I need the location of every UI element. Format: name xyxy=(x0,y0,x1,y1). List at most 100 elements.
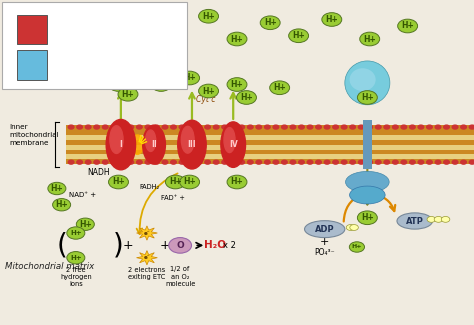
Circle shape xyxy=(111,160,117,164)
Text: H+: H+ xyxy=(169,25,182,34)
Text: +: + xyxy=(320,237,329,247)
Text: H+: H+ xyxy=(240,93,253,102)
Circle shape xyxy=(444,125,449,129)
Circle shape xyxy=(375,160,381,164)
Circle shape xyxy=(145,125,151,129)
Circle shape xyxy=(53,199,71,211)
Ellipse shape xyxy=(345,61,390,105)
Circle shape xyxy=(111,125,117,129)
Circle shape xyxy=(444,160,449,164)
Text: ): ) xyxy=(113,231,124,259)
Text: H+: H+ xyxy=(79,220,91,229)
Circle shape xyxy=(165,175,185,189)
Circle shape xyxy=(213,160,219,164)
Circle shape xyxy=(179,160,185,164)
Circle shape xyxy=(237,91,256,104)
Circle shape xyxy=(154,125,159,129)
Circle shape xyxy=(85,160,91,164)
Circle shape xyxy=(441,216,450,222)
Circle shape xyxy=(67,227,85,239)
Circle shape xyxy=(247,125,253,129)
Circle shape xyxy=(171,125,176,129)
Circle shape xyxy=(137,160,142,164)
Circle shape xyxy=(102,160,108,164)
Circle shape xyxy=(188,160,193,164)
Text: IV: IV xyxy=(229,140,237,149)
Text: (: ( xyxy=(56,231,67,259)
Text: H₂O: H₂O xyxy=(204,240,226,250)
Circle shape xyxy=(264,160,270,164)
Circle shape xyxy=(427,160,432,164)
Circle shape xyxy=(398,19,418,33)
Text: II: II xyxy=(151,140,157,149)
Text: I: I xyxy=(119,140,122,149)
Circle shape xyxy=(307,125,313,129)
Circle shape xyxy=(341,125,347,129)
Circle shape xyxy=(360,32,380,46)
Text: ADP: ADP xyxy=(315,225,335,234)
Circle shape xyxy=(199,84,219,98)
Circle shape xyxy=(461,160,466,164)
Text: H+: H+ xyxy=(183,177,196,187)
Circle shape xyxy=(290,160,296,164)
Circle shape xyxy=(358,160,364,164)
Circle shape xyxy=(94,125,100,129)
Text: H+: H+ xyxy=(264,18,276,27)
Circle shape xyxy=(264,125,270,129)
Circle shape xyxy=(222,160,228,164)
Circle shape xyxy=(205,160,210,164)
Circle shape xyxy=(119,160,125,164)
Text: H+: H+ xyxy=(202,12,215,21)
Circle shape xyxy=(299,125,304,129)
Circle shape xyxy=(273,125,279,129)
Circle shape xyxy=(273,160,279,164)
Circle shape xyxy=(452,125,458,129)
Circle shape xyxy=(341,160,347,164)
Circle shape xyxy=(180,71,200,85)
Bar xyxy=(66,145,474,150)
Text: Inner
mitochondrial
membrane: Inner mitochondrial membrane xyxy=(9,124,59,146)
Circle shape xyxy=(151,78,171,91)
Text: x 2: x 2 xyxy=(223,241,237,250)
Circle shape xyxy=(469,160,474,164)
Ellipse shape xyxy=(304,221,345,238)
Text: H+: H+ xyxy=(122,90,134,99)
Bar xyxy=(66,130,474,135)
Circle shape xyxy=(119,125,125,129)
Circle shape xyxy=(162,125,168,129)
Circle shape xyxy=(358,125,364,129)
Circle shape xyxy=(76,218,94,230)
Circle shape xyxy=(367,160,373,164)
Circle shape xyxy=(384,160,390,164)
Circle shape xyxy=(410,160,415,164)
Text: H+: H+ xyxy=(202,86,215,96)
Circle shape xyxy=(188,125,193,129)
Ellipse shape xyxy=(178,120,206,169)
Ellipse shape xyxy=(181,126,194,153)
Circle shape xyxy=(196,125,202,129)
Text: FADH₂: FADH₂ xyxy=(140,184,160,190)
Circle shape xyxy=(118,87,138,101)
Text: 1/2 of
an O₂
molecule: 1/2 of an O₂ molecule xyxy=(165,266,195,287)
Circle shape xyxy=(350,160,356,164)
Text: e⁻: e⁻ xyxy=(144,255,150,260)
Circle shape xyxy=(196,160,202,164)
Text: Electron transport chain: Electron transport chain xyxy=(55,25,164,34)
Circle shape xyxy=(452,160,458,164)
Circle shape xyxy=(239,160,245,164)
Circle shape xyxy=(145,160,151,164)
Text: e⁻: e⁻ xyxy=(144,230,150,236)
Circle shape xyxy=(282,125,287,129)
Circle shape xyxy=(350,125,356,129)
Circle shape xyxy=(199,9,219,23)
Circle shape xyxy=(128,160,134,164)
Circle shape xyxy=(227,175,247,189)
Circle shape xyxy=(324,125,330,129)
Circle shape xyxy=(375,125,381,129)
Polygon shape xyxy=(137,226,157,240)
Text: +: + xyxy=(123,239,133,252)
Circle shape xyxy=(392,125,398,129)
Text: H+: H+ xyxy=(51,184,63,193)
Text: H+: H+ xyxy=(55,200,68,209)
Ellipse shape xyxy=(397,213,432,229)
